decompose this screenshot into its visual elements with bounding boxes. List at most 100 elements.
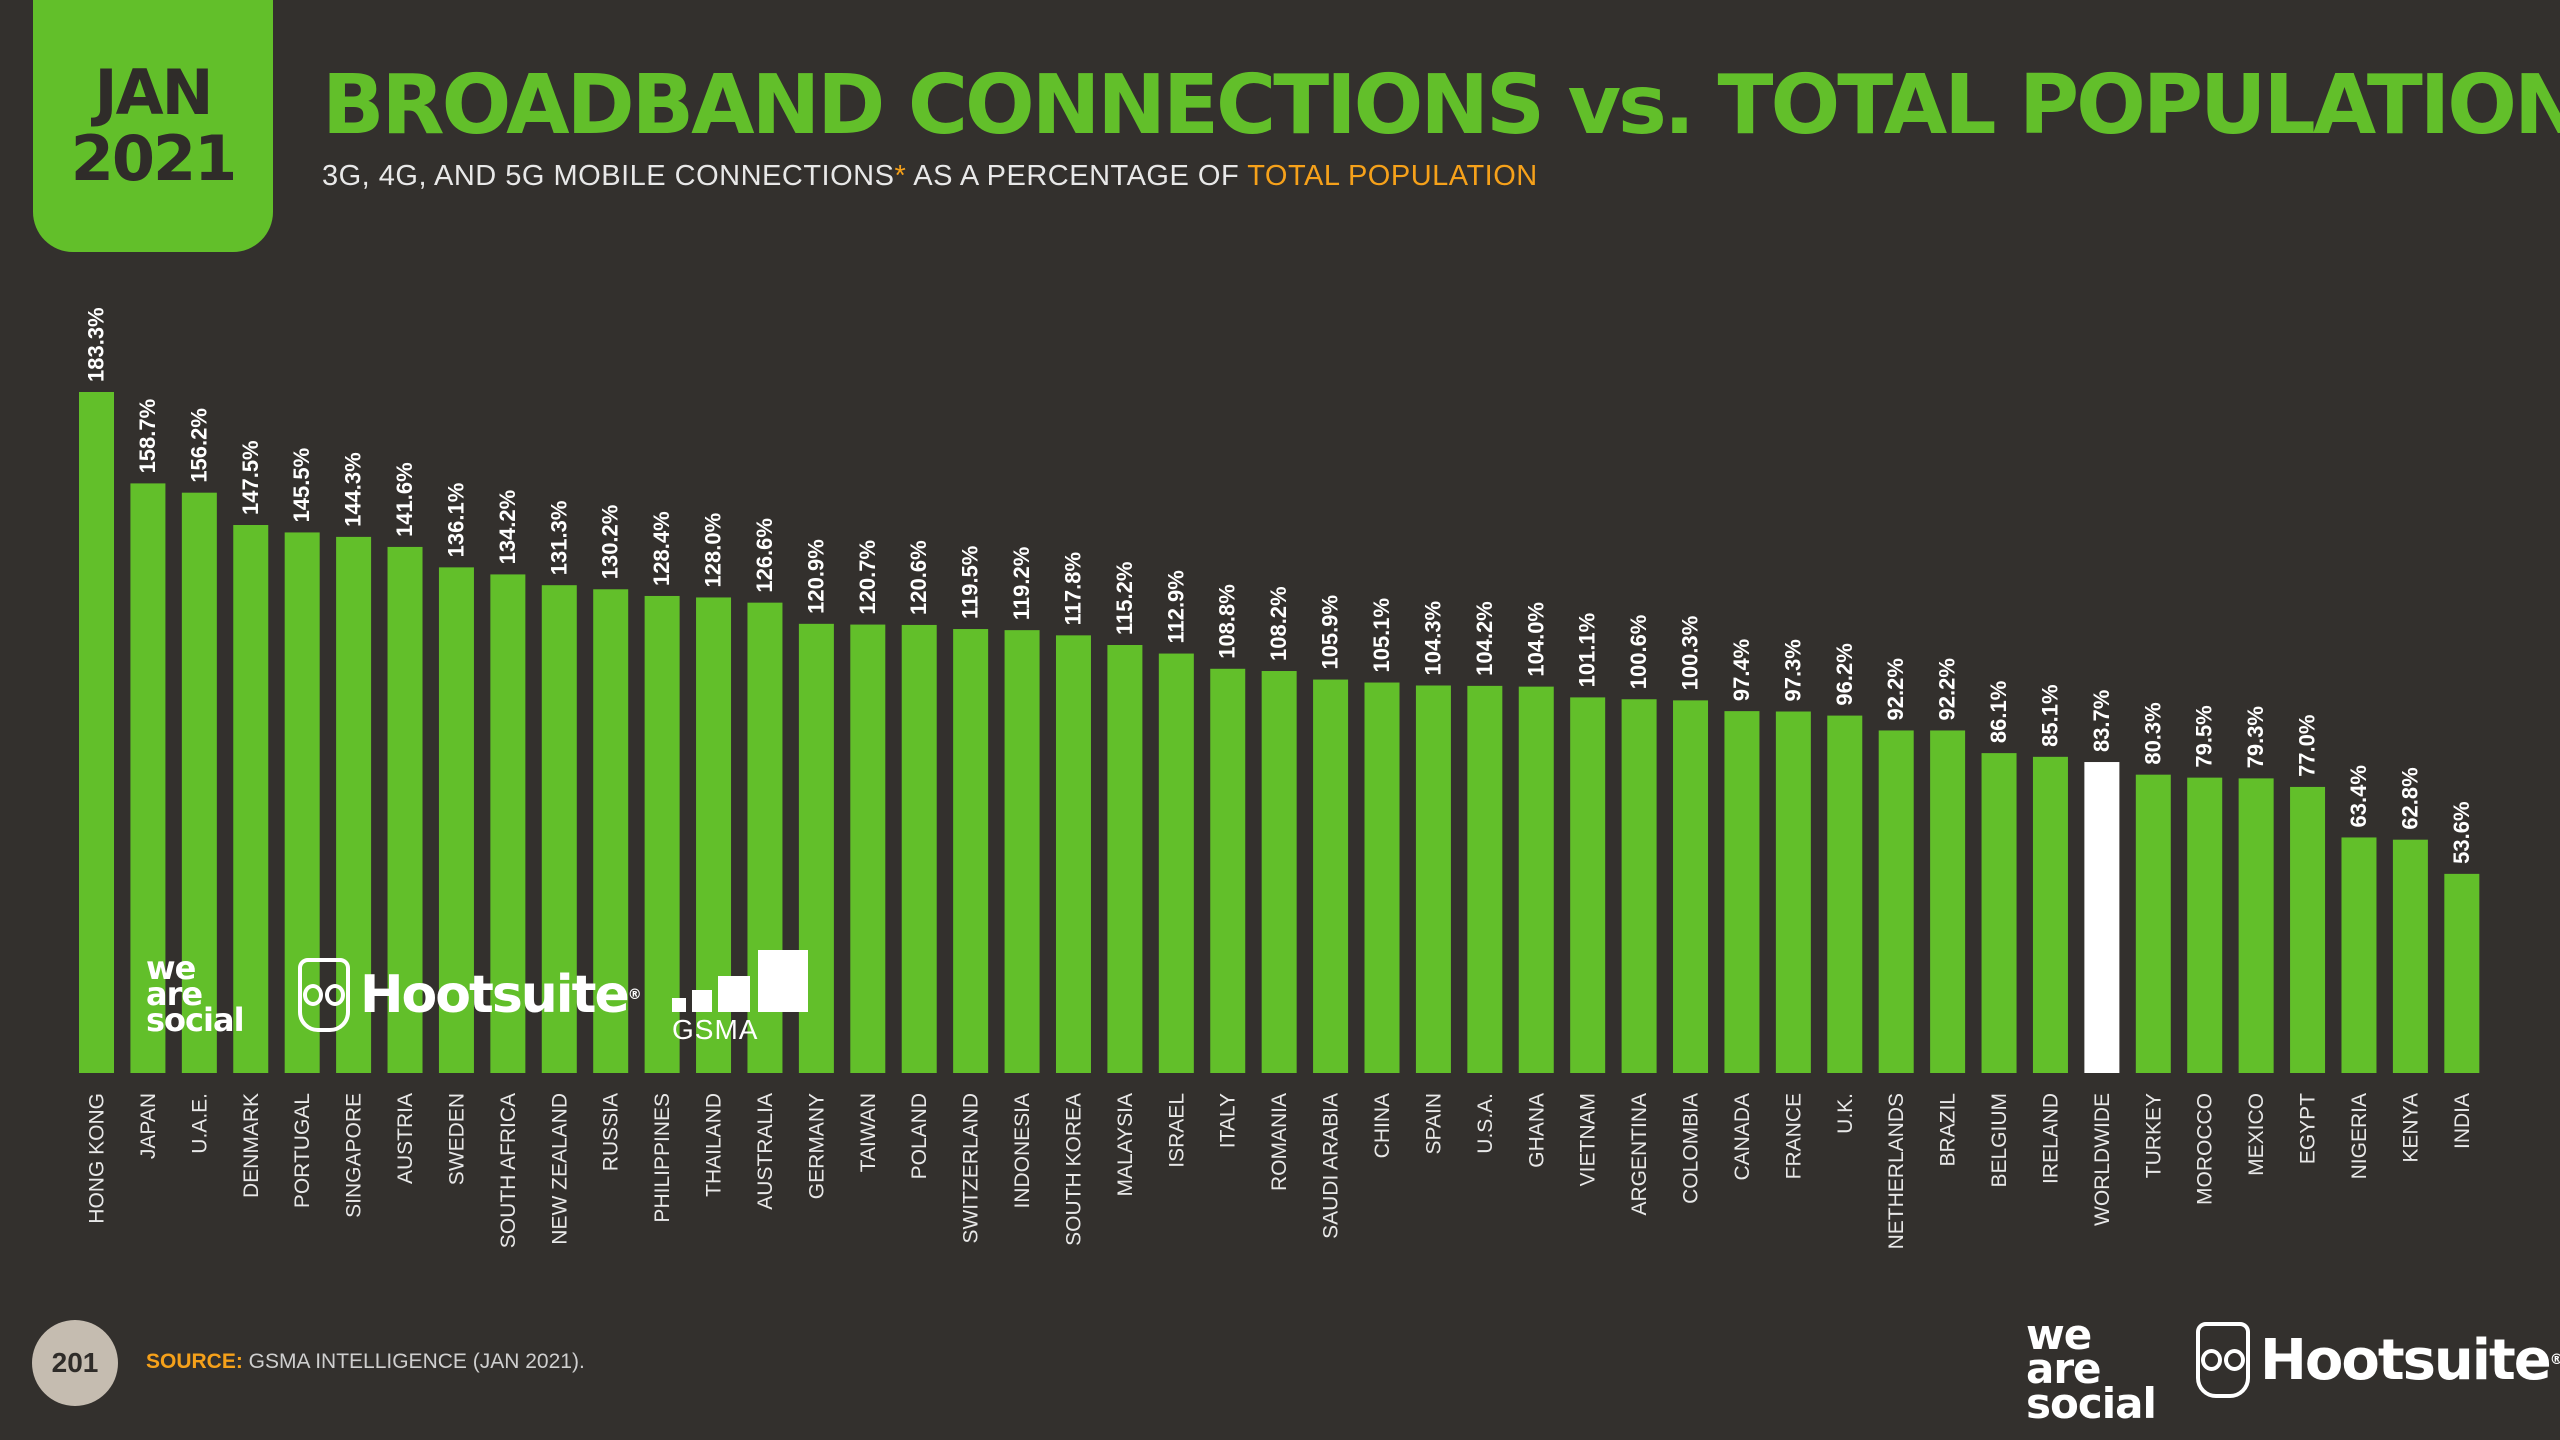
- category-label-vietnam: VIETNAM: [1577, 1093, 1600, 1186]
- value-label-russia: 130.2%: [598, 505, 623, 580]
- value-label-worldwide: 83.7%: [2089, 690, 2114, 752]
- bar-russia: [593, 589, 629, 1073]
- category-label-france: FRANCE: [1782, 1093, 1805, 1179]
- value-label-netherlands: 92.2%: [1883, 658, 1908, 720]
- category-label-portugal: PORTUGAL: [291, 1093, 314, 1208]
- logo-was-line3: social: [146, 1001, 245, 1040]
- gsma-blocks-icon: [672, 950, 808, 1012]
- category-label-colombia: COLOMBIA: [1680, 1093, 1703, 1204]
- bar-indonesia: [1004, 630, 1040, 1073]
- date-year: 2021: [70, 122, 238, 195]
- source-note: SOURCE: GSMA INTELLIGENCE (JAN 2021).: [146, 1350, 585, 1374]
- value-label-canada: 97.4%: [1729, 639, 1754, 701]
- bar-ireland: [2032, 756, 2068, 1073]
- subtitle: 3G, 4G, AND 5G MOBILE CONNECTIONS* AS A …: [322, 160, 1538, 193]
- footer-owl-icon: [2196, 1322, 2250, 1398]
- category-label-brazil: BRAZIL: [1937, 1093, 1960, 1167]
- value-label-turkey: 80.3%: [2140, 702, 2165, 764]
- category-label-south-africa: SOUTH AFRICA: [497, 1093, 520, 1248]
- value-label-kenya: 62.8%: [2397, 767, 2422, 829]
- bar-portugal: [284, 532, 320, 1073]
- bar-u-k: [1827, 715, 1863, 1073]
- bar-austria: [387, 546, 423, 1073]
- value-label-ireland: 85.1%: [2037, 684, 2062, 746]
- value-label-philippines: 128.4%: [649, 511, 674, 586]
- value-label-australia: 126.6%: [752, 518, 777, 593]
- category-label-belgium: BELGIUM: [1988, 1093, 2011, 1188]
- value-label-austria: 141.6%: [392, 462, 417, 537]
- category-label-australia: AUSTRALIA: [754, 1093, 777, 1210]
- bar-hong-kong: [79, 392, 114, 1073]
- bar-china: [1364, 682, 1400, 1073]
- category-label-ireland: IRELAND: [2039, 1093, 2062, 1184]
- footer-hootsuite-logo: Hootsuite ®: [2196, 1322, 2560, 1398]
- subtitle-asterisk: *: [894, 160, 907, 192]
- bar-india: [2444, 873, 2480, 1073]
- footer-hootsuite-text: Hootsuite: [2260, 1327, 2552, 1393]
- value-label-u-a-e: 156.2%: [186, 408, 211, 483]
- value-label-portugal: 145.5%: [289, 448, 314, 523]
- footer-was-line1: we: [2026, 1310, 2092, 1359]
- value-label-argentina: 100.6%: [1626, 615, 1651, 690]
- category-label-u-k: U.K.: [1834, 1093, 1857, 1134]
- value-label-brazil: 92.2%: [1935, 658, 1960, 720]
- value-label-egypt: 77.0%: [2295, 715, 2320, 777]
- date-badge: JAN 2021: [33, 0, 273, 252]
- bar-mexico: [2238, 778, 2274, 1073]
- footer-registered-icon: ®: [2549, 1352, 2560, 1368]
- value-label-israel: 112.9%: [1163, 570, 1188, 643]
- bar-spain: [1415, 685, 1451, 1073]
- value-label-spain: 104.3%: [1420, 601, 1445, 676]
- value-label-india: 53.6%: [2449, 801, 2474, 863]
- category-label-nigeria: NIGERIA: [2348, 1093, 2371, 1179]
- value-label-south-africa: 134.2%: [495, 490, 520, 565]
- footer-was-line2: are: [2026, 1344, 2102, 1394]
- category-label-italy: ITALY: [1217, 1093, 1240, 1148]
- category-label-indonesia: INDONESIA: [1011, 1093, 1034, 1209]
- owl-icon: [298, 958, 350, 1032]
- category-label-turkey: TURKEY: [2142, 1093, 2165, 1178]
- bar-nigeria: [2341, 837, 2377, 1073]
- bar-romania: [1261, 671, 1297, 1073]
- bar-chart: 183.3% HONG KONG 158.7% JAPAN 156.2% U.A.E. 14…: [79, 307, 2480, 1249]
- category-label-china: CHINA: [1371, 1093, 1394, 1158]
- category-label-japan: JAPAN: [137, 1093, 160, 1159]
- value-label-hong-kong: 183.3%: [84, 307, 109, 382]
- bar-argentina: [1621, 699, 1657, 1073]
- category-label-u-a-e: U.A.E.: [188, 1093, 211, 1154]
- value-label-sweden: 136.1%: [443, 483, 468, 558]
- bar-netherlands: [1878, 730, 1914, 1073]
- bar-japan: [130, 483, 166, 1074]
- category-label-morocco: MOROCCO: [2194, 1093, 2217, 1205]
- bar-south-korea: [1055, 635, 1091, 1073]
- category-label-new-zealand: NEW ZEALAND: [548, 1093, 571, 1245]
- bar-italy: [1210, 668, 1246, 1073]
- source-label: SOURCE:: [146, 1350, 243, 1373]
- category-label-switzerland: SWITZERLAND: [960, 1093, 983, 1244]
- category-label-canada: CANADA: [1731, 1093, 1754, 1181]
- bar-u-s-a: [1467, 685, 1503, 1073]
- hootsuite-text: Hootsuite: [360, 965, 630, 1025]
- subtitle-highlight: TOTAL POPULATION: [1247, 160, 1538, 192]
- category-label-mexico: MEXICO: [2245, 1093, 2268, 1176]
- value-label-colombia: 100.3%: [1678, 616, 1703, 691]
- category-label-worldwide: WORLDWIDE: [2091, 1093, 2114, 1226]
- category-label-saudi-arabia: SAUDI ARABIA: [1320, 1093, 1343, 1239]
- category-label-egypt: EGYPT: [2297, 1093, 2320, 1164]
- value-label-china: 105.1%: [1369, 598, 1394, 673]
- value-label-belgium: 86.1%: [1986, 681, 2011, 743]
- bar-belgium: [1981, 753, 2017, 1073]
- value-label-singapore: 144.3%: [341, 452, 366, 527]
- bar-singapore: [336, 536, 372, 1073]
- footer-we-are-social-logo: we are social: [2026, 1310, 2157, 1424]
- value-label-vietnam: 101.1%: [1575, 613, 1600, 688]
- value-label-romania: 108.2%: [1266, 586, 1291, 661]
- category-label-romania: ROMANIA: [1268, 1093, 1291, 1191]
- value-label-new-zealand: 131.3%: [546, 501, 571, 576]
- value-label-france: 97.3%: [1780, 639, 1805, 701]
- bar-ghana: [1518, 686, 1554, 1073]
- value-label-saudi-arabia: 105.9%: [1318, 595, 1343, 670]
- value-label-japan: 158.7%: [135, 399, 160, 474]
- bar-kenya: [2392, 839, 2428, 1073]
- bar-israel: [1158, 653, 1194, 1073]
